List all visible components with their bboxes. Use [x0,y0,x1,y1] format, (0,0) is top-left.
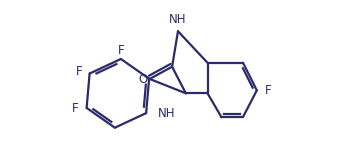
Text: NH: NH [169,13,187,26]
Text: F: F [118,44,124,57]
Text: O: O [138,73,148,86]
Text: NH: NH [158,107,175,119]
Text: F: F [266,84,272,97]
Text: F: F [72,102,78,115]
Text: F: F [75,65,82,78]
